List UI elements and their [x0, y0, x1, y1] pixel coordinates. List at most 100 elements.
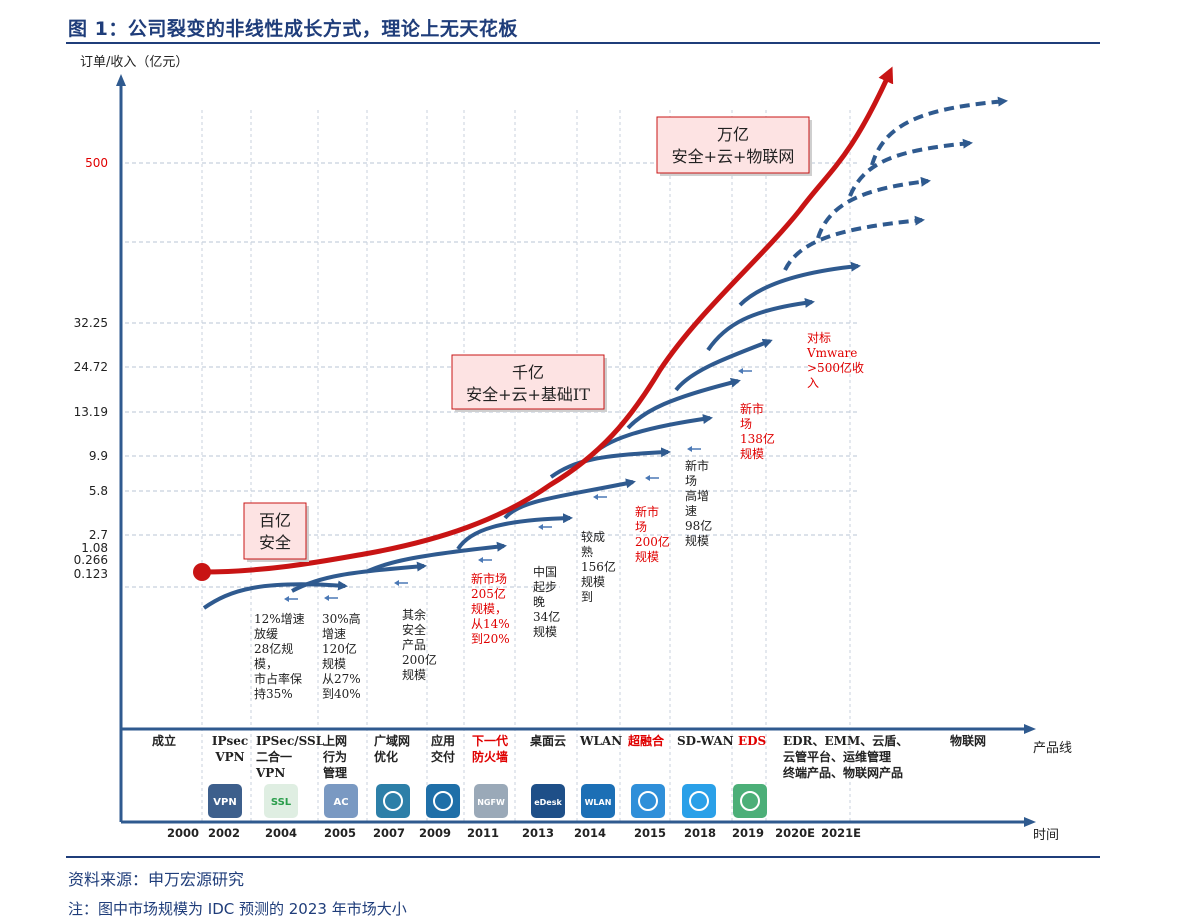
svg-text:规模: 规模	[740, 446, 764, 461]
svg-text:安全+云+基础IT: 安全+云+基础IT	[466, 385, 590, 404]
svg-text:SD-WAN: SD-WAN	[677, 734, 734, 748]
product-icon	[733, 784, 767, 818]
svg-text:熟: 熟	[581, 544, 593, 559]
svg-text:场: 场	[635, 520, 647, 534]
product-label: WLAN	[579, 734, 622, 748]
product-icon: NGFW	[474, 784, 508, 818]
year-label: 2021E	[821, 826, 861, 840]
svg-text:优化: 优化	[374, 749, 398, 764]
svg-text:行为: 行为	[322, 749, 347, 764]
svg-text:从27%: 从27%	[322, 672, 361, 686]
svg-text:物联网: 物联网	[950, 733, 986, 748]
stage-dividers	[201, 110, 851, 822]
y-tick-label: 2.7	[89, 528, 108, 542]
product-icon	[426, 784, 460, 818]
product-curve	[367, 541, 507, 573]
forecast-curve	[816, 176, 931, 239]
svg-text:IPSec/SSL: IPSec/SSL	[256, 734, 325, 748]
x-tick-labels: 2000 2002 2004 2005 2007 2009 2011 2013 2014 2015…	[167, 826, 861, 840]
svg-text:规模: 规模	[635, 549, 659, 564]
svg-text:NGFW: NGFW	[477, 798, 505, 807]
forecast-curve	[848, 138, 973, 197]
svg-text:规模: 规模	[685, 533, 709, 548]
product-icon: WLAN	[581, 784, 615, 818]
svg-text:新市: 新市	[740, 401, 764, 416]
product-curve	[202, 580, 348, 610]
svg-text:30%高: 30%高	[322, 611, 361, 626]
svg-text:场: 场	[740, 417, 752, 431]
product-curve	[456, 513, 573, 551]
year-label: 2013	[522, 826, 554, 840]
svg-text:120亿: 120亿	[322, 641, 357, 656]
svg-text:156亿: 156亿	[581, 559, 616, 574]
svg-text:入: 入	[807, 376, 819, 390]
product-curve	[706, 297, 815, 352]
origin-dot	[193, 563, 211, 581]
footer-rule	[66, 856, 1100, 858]
product-icon	[376, 784, 410, 818]
product-label: 超融合	[627, 733, 665, 748]
y-tick-label: 1.08	[81, 541, 108, 555]
time-axis-label: 时间	[1033, 828, 1059, 843]
svg-text:98亿: 98亿	[685, 518, 712, 533]
svg-text:桌面云: 桌面云	[529, 733, 566, 748]
svg-text:管理: 管理	[323, 765, 347, 780]
svg-text:Vmware: Vmware	[806, 346, 857, 360]
svg-text:安全+云+物联网: 安全+云+物联网	[672, 147, 795, 166]
year-label: 2018	[684, 826, 716, 840]
svg-text:200亿: 200亿	[402, 652, 437, 667]
y-tick-label: 0.123	[74, 567, 108, 581]
product-label: EDS	[738, 734, 766, 748]
svg-text:新市: 新市	[635, 504, 659, 519]
svg-text:较成: 较成	[581, 529, 605, 544]
product-icon: AC	[324, 784, 358, 818]
svg-text:新市: 新市	[685, 458, 709, 473]
svg-text:到: 到	[581, 590, 593, 604]
small-arrowhead	[478, 557, 483, 563]
product-label: IPsec VPN	[212, 734, 248, 764]
product-curve	[503, 478, 636, 520]
svg-text:12%增速: 12%增速	[254, 612, 305, 626]
small-arrows	[284, 368, 752, 602]
y-tick-label: 24.72	[74, 360, 108, 374]
svg-text:上网: 上网	[323, 733, 347, 748]
small-arrowhead	[394, 580, 399, 586]
product-curve	[738, 261, 861, 307]
year-label: 2005	[324, 826, 356, 840]
y-tick-label: 5.8	[89, 484, 108, 498]
svg-text:WLAN: WLAN	[579, 734, 622, 748]
year-label: 2019	[732, 826, 764, 840]
year-label: 2007	[373, 826, 405, 840]
svg-text:二合一: 二合一	[256, 749, 292, 764]
product-icons: VPN SSL AC NGFW eDesk WLAN	[208, 784, 767, 818]
product-label: SD-WAN	[677, 734, 734, 748]
small-arrowhead	[324, 595, 329, 601]
svg-text:138亿: 138亿	[740, 431, 775, 446]
small-arrowhead	[284, 596, 289, 602]
svg-text:34亿: 34亿	[533, 609, 560, 624]
main-growth-curve	[201, 66, 894, 575]
svg-text:EDS: EDS	[738, 734, 766, 748]
svg-text:到20%: 到20%	[471, 632, 510, 646]
svg-text:产品: 产品	[402, 638, 426, 652]
svg-text:规模: 规模	[581, 574, 605, 589]
svg-text:IPsec: IPsec	[212, 734, 248, 748]
svg-text:28亿规: 28亿规	[254, 641, 293, 656]
svg-text:>500亿收: >500亿收	[807, 360, 864, 375]
product-icon	[631, 784, 665, 818]
forecast-curve	[783, 215, 925, 271]
svg-text:百亿: 百亿	[259, 511, 291, 530]
product-curve	[549, 447, 671, 479]
y-tick-label: 0.266	[74, 553, 108, 567]
svg-text:对标: 对标	[807, 331, 831, 345]
svg-text:205亿: 205亿	[471, 586, 506, 601]
